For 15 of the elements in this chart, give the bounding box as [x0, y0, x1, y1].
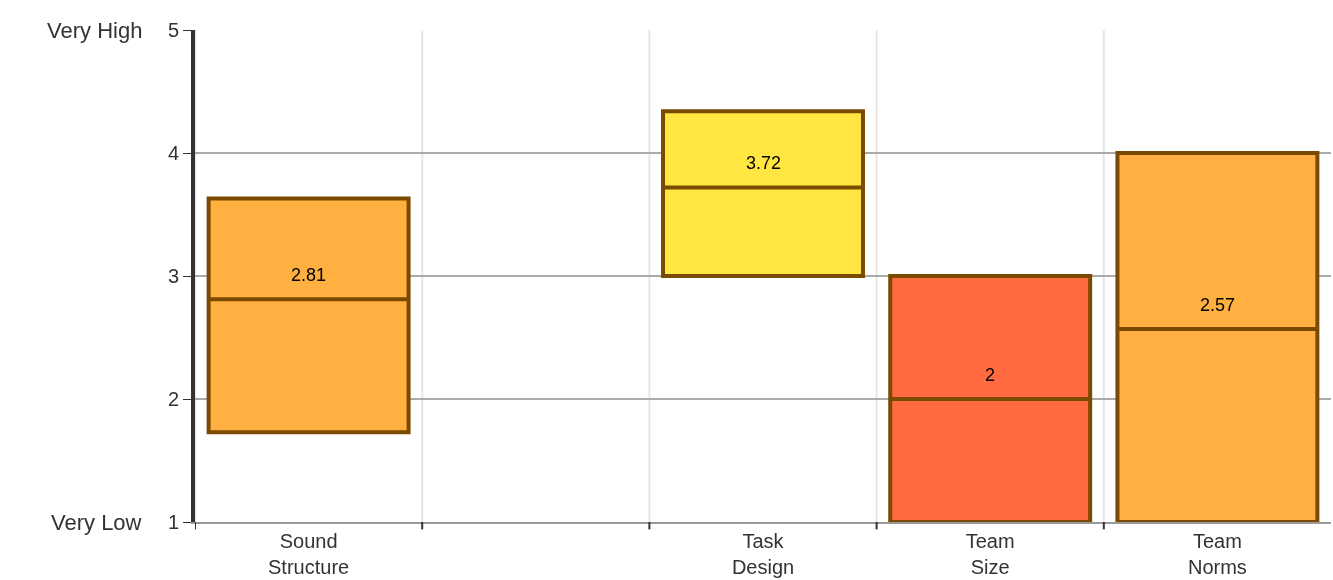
- y-tick-label: 2: [167, 388, 179, 410]
- text: Very Low: [51, 510, 142, 535]
- annotation: 3.72: [746, 153, 782, 173]
- y-tick-label: 1: [167, 511, 179, 533]
- y-tick-label: 5: [167, 19, 179, 41]
- y-tick-label: 4: [167, 142, 179, 164]
- annotation: 2: [985, 365, 996, 385]
- text: Very High: [47, 18, 143, 43]
- x-tick-label: Sound Structure: [268, 530, 350, 578]
- x-tick-label: Team Size: [965, 530, 1015, 578]
- annotation: 2.81: [291, 265, 327, 285]
- y-tick-label: 3: [167, 265, 179, 287]
- x-tick-label: Task Design: [731, 530, 795, 578]
- x-tick-label: Team Norms: [1187, 530, 1247, 578]
- annotation: 2.57: [1200, 295, 1236, 315]
